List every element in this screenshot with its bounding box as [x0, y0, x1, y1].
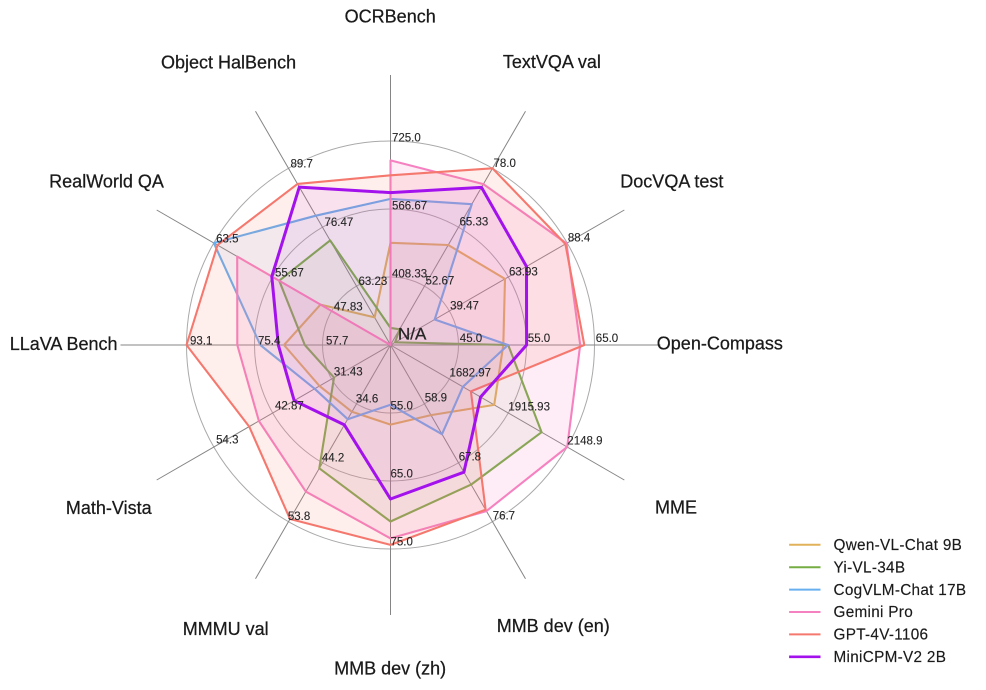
- svg-text:31.43: 31.43: [334, 367, 363, 379]
- svg-text:55.67: 55.67: [275, 267, 304, 279]
- svg-text:MMB dev (en): MMB dev (en): [497, 616, 610, 636]
- svg-text:MME: MME: [655, 497, 697, 517]
- svg-text:Object HalBench: Object HalBench: [161, 53, 296, 73]
- svg-text:65.0: 65.0: [596, 333, 618, 345]
- svg-text:93.1: 93.1: [190, 335, 212, 347]
- svg-text:GPT-4V-1106: GPT-4V-1106: [834, 627, 929, 644]
- svg-text:2148.9: 2148.9: [567, 436, 602, 448]
- svg-text:65.33: 65.33: [460, 217, 489, 229]
- svg-text:88.4: 88.4: [568, 233, 591, 245]
- svg-text:1915.93: 1915.93: [508, 402, 550, 414]
- svg-text:63.23: 63.23: [359, 276, 388, 288]
- svg-text:LLaVA Bench: LLaVA Bench: [10, 334, 118, 354]
- svg-text:45.0: 45.0: [460, 333, 482, 345]
- svg-text:RealWorld QA: RealWorld QA: [49, 172, 164, 192]
- svg-text:MMB dev (zh): MMB dev (zh): [334, 659, 446, 679]
- svg-text:55.0: 55.0: [528, 333, 550, 345]
- svg-text:TextVQA val: TextVQA val: [503, 52, 601, 72]
- svg-text:1682.97: 1682.97: [450, 368, 492, 380]
- svg-text:MMMU val: MMMU val: [183, 619, 269, 639]
- svg-text:566.67: 566.67: [392, 201, 427, 213]
- svg-text:57.7: 57.7: [326, 335, 348, 347]
- svg-text:34.6: 34.6: [356, 393, 378, 405]
- svg-text:76.7: 76.7: [493, 510, 515, 522]
- svg-text:Gemini Pro: Gemini Pro: [834, 604, 914, 621]
- svg-text:75.4: 75.4: [258, 335, 281, 347]
- svg-text:Qwen-VL-Chat 9B: Qwen-VL-Chat 9B: [834, 537, 963, 554]
- svg-text:54.3: 54.3: [216, 435, 238, 447]
- svg-text:47.83: 47.83: [334, 301, 363, 313]
- svg-text:MiniCPM-V2 2B: MiniCPM-V2 2B: [834, 649, 947, 666]
- svg-text:725.0: 725.0: [392, 133, 421, 145]
- svg-text:63.5: 63.5: [216, 233, 238, 245]
- svg-text:58.9: 58.9: [425, 393, 447, 405]
- svg-text:39.47: 39.47: [450, 301, 479, 313]
- svg-text:44.2: 44.2: [322, 452, 344, 464]
- svg-text:OCRBench: OCRBench: [345, 7, 436, 27]
- svg-text:89.7: 89.7: [291, 158, 313, 170]
- svg-text:N/A: N/A: [398, 325, 427, 344]
- svg-text:Open-Compass: Open-Compass: [657, 334, 783, 354]
- svg-text:408.33: 408.33: [392, 269, 427, 281]
- svg-text:55.0: 55.0: [391, 401, 413, 413]
- svg-text:63.93: 63.93: [509, 267, 538, 279]
- svg-text:42.87: 42.87: [275, 401, 304, 413]
- svg-text:DocVQA test: DocVQA test: [620, 172, 723, 192]
- svg-text:65.0: 65.0: [391, 469, 413, 481]
- svg-text:75.0: 75.0: [391, 537, 413, 549]
- svg-text:76.47: 76.47: [325, 217, 354, 229]
- svg-text:Yi-VL-34B: Yi-VL-34B: [834, 559, 906, 576]
- svg-text:78.0: 78.0: [494, 158, 516, 170]
- svg-text:52.67: 52.67: [426, 276, 455, 288]
- svg-text:CogVLM-Chat 17B: CogVLM-Chat 17B: [834, 582, 967, 599]
- svg-text:53.8: 53.8: [288, 511, 310, 523]
- svg-text:Math-Vista: Math-Vista: [66, 498, 153, 518]
- svg-text:67.8: 67.8: [459, 451, 481, 463]
